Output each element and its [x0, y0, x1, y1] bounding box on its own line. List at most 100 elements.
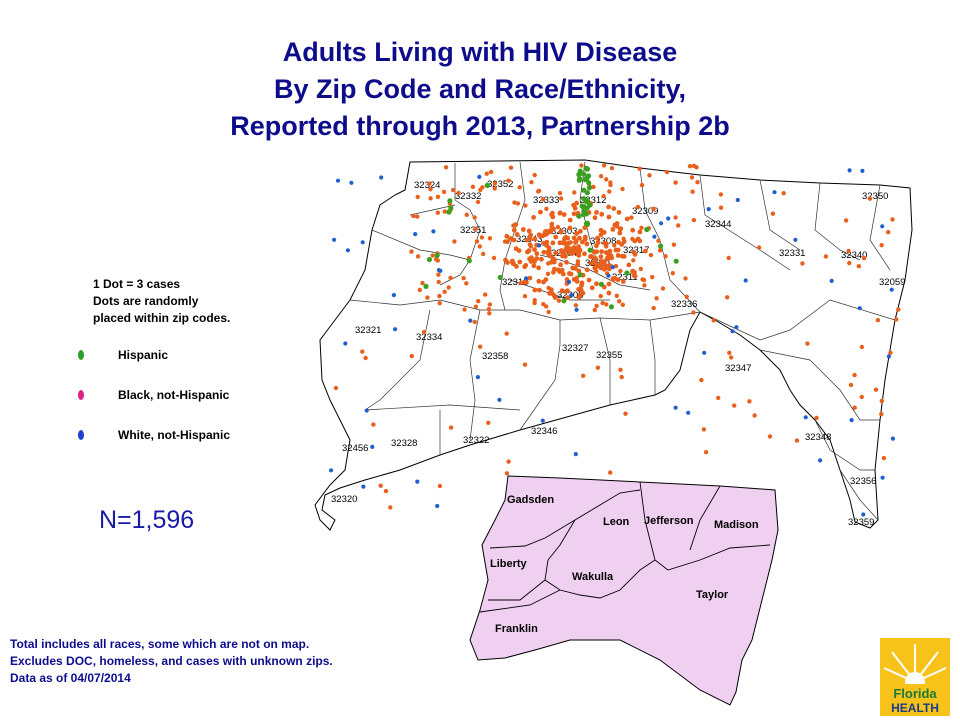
- case-dot: [428, 196, 433, 201]
- case-dot: [364, 408, 369, 413]
- case-dot: [430, 253, 435, 258]
- case-dot: [508, 236, 513, 241]
- case-dot: [383, 488, 389, 494]
- case-dot: [415, 214, 420, 219]
- case-dot: [718, 192, 724, 197]
- logo-line-1: Florida: [893, 686, 937, 701]
- zip-label: 32309: [632, 206, 658, 217]
- case-dot: [651, 206, 656, 211]
- case-dot: [550, 256, 556, 261]
- case-dot: [574, 275, 580, 280]
- case-dot: [436, 268, 442, 273]
- case-dot: [508, 165, 514, 170]
- case-dot: [847, 260, 852, 266]
- case-dot: [595, 235, 600, 241]
- case-dot: [559, 288, 565, 294]
- case-dot: [536, 265, 541, 271]
- case-dot: [531, 263, 537, 269]
- case-dot: [814, 415, 819, 421]
- zip-label: 32324: [414, 180, 440, 191]
- case-dot: [608, 304, 615, 310]
- case-dot: [604, 244, 609, 249]
- case-dot: [415, 254, 421, 259]
- case-dot: [431, 229, 436, 234]
- case-dot: [565, 295, 571, 301]
- case-dot: [559, 267, 565, 273]
- legend-note-line-1: 1 Dot = 3 cases: [93, 277, 181, 291]
- case-dot: [620, 302, 625, 307]
- case-dot: [513, 246, 519, 252]
- case-dot: [610, 276, 616, 282]
- zip-label: 32359: [848, 517, 874, 528]
- zip-boundaries: [349, 161, 896, 521]
- case-dot: [502, 239, 508, 244]
- case-dot: [594, 281, 599, 287]
- case-dot: [793, 237, 798, 242]
- case-dot: [518, 280, 524, 286]
- case-dot: [441, 189, 447, 195]
- case-dot: [631, 273, 637, 278]
- case-dot: [727, 350, 732, 355]
- case-dot: [582, 251, 587, 257]
- case-dot: [673, 258, 679, 264]
- case-dot: [689, 175, 695, 180]
- footnote-line-2: Excludes DOC, homeless, and cases with u…: [10, 654, 333, 668]
- case-dot: [524, 276, 529, 281]
- case-dot: [541, 279, 546, 285]
- case-dot: [589, 285, 595, 291]
- case-dot: [473, 226, 478, 231]
- case-dot: [861, 255, 867, 261]
- footnote: Total includes all races, some which are…: [10, 636, 333, 687]
- case-dot: [546, 285, 551, 291]
- case-dot: [484, 171, 489, 176]
- case-dot: [886, 354, 892, 359]
- case-dot: [427, 181, 432, 186]
- case-dot: [512, 200, 517, 205]
- case-dot: [544, 239, 550, 245]
- case-dot: [598, 232, 604, 238]
- case-dot: [577, 176, 583, 182]
- case-dot: [666, 216, 671, 221]
- case-dot: [415, 194, 420, 200]
- case-dot: [442, 209, 447, 214]
- case-dot: [584, 175, 590, 181]
- county-label-taylor: Taylor: [696, 589, 729, 601]
- legend-label: Black, not-Hispanic: [118, 388, 230, 402]
- case-dot: [576, 286, 581, 292]
- case-dot: [573, 238, 579, 244]
- case-dot: [800, 261, 805, 266]
- case-dot: [641, 277, 647, 283]
- case-dot: [618, 367, 623, 372]
- case-dot: [556, 298, 562, 303]
- case-dot: [637, 238, 643, 244]
- case-dot: [873, 387, 879, 392]
- region-outline: [314, 159, 913, 531]
- case-dot: [504, 331, 509, 336]
- case-dot: [448, 425, 454, 430]
- county-label-jefferson: Jefferson: [644, 515, 694, 527]
- case-dot: [848, 382, 854, 388]
- case-dot: [522, 294, 528, 299]
- case-dot: [437, 301, 442, 306]
- case-dot: [584, 190, 590, 196]
- case-dot: [437, 293, 442, 299]
- case-dot: [857, 306, 862, 311]
- case-dot: [506, 459, 511, 464]
- case-dot: [517, 185, 522, 190]
- chart-title: Adults Living with HIV Disease By Zip Co…: [0, 34, 960, 145]
- case-dot: [846, 248, 851, 254]
- case-dot: [643, 248, 648, 254]
- case-dot: [594, 264, 600, 269]
- case-dot: [595, 240, 601, 245]
- case-dot: [584, 166, 590, 172]
- case-dot: [409, 249, 414, 254]
- case-dot: [890, 436, 896, 441]
- case-dot: [860, 168, 865, 173]
- case-dot: [635, 204, 641, 210]
- case-dot: [701, 427, 707, 432]
- case-dot: [561, 298, 567, 304]
- case-dot: [472, 319, 477, 325]
- case-dot: [644, 226, 650, 233]
- case-dot: [497, 397, 502, 402]
- case-dot: [523, 203, 528, 208]
